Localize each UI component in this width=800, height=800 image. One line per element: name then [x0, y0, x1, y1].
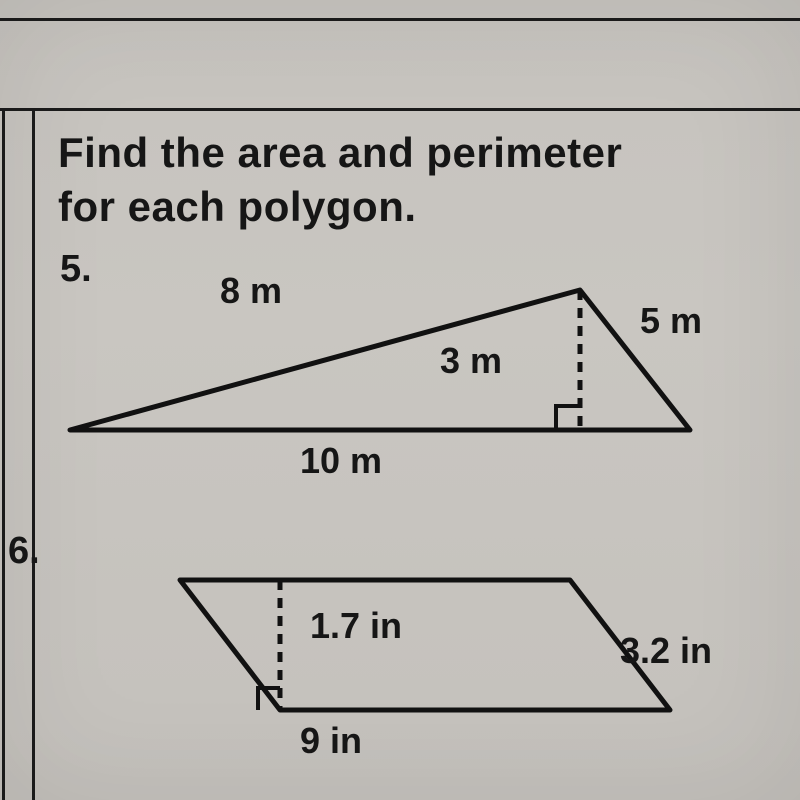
- parallelogram-base-label: 9 in: [300, 720, 362, 762]
- worksheet-page: { "heading_line1":"Find the area and per…: [0, 0, 800, 800]
- parallelogram-side-label: 3.2 in: [620, 630, 712, 672]
- parallelogram-height-label: 1.7 in: [310, 605, 402, 647]
- parallelogram-figure: [0, 0, 800, 800]
